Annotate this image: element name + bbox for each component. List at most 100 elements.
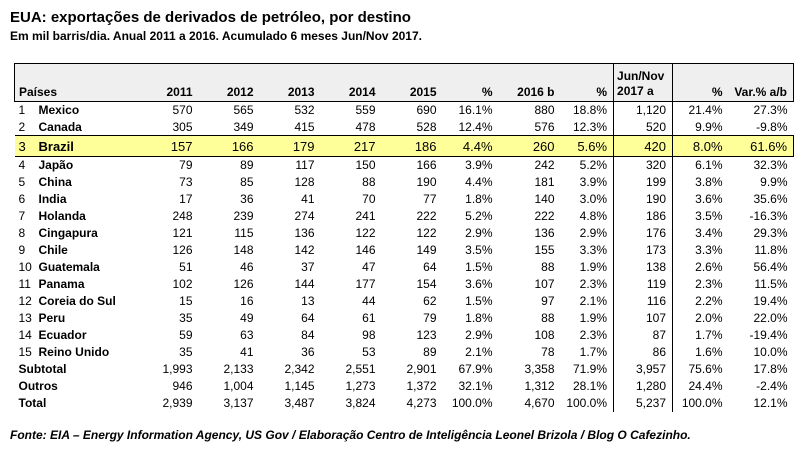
cell-2013: 41	[301, 192, 315, 206]
cell-var-ab: 29.3%	[753, 226, 788, 240]
table-row: 7 Holanda 248 239 274 241 222 5.2% 222 4…	[15, 207, 794, 225]
cell-pct-2015: 4.4%	[442, 135, 499, 157]
row-number: 4	[18, 158, 26, 173]
cell-2015: 2,901	[406, 362, 437, 376]
cell-2011: 305	[172, 119, 193, 134]
cell-pct-2015: 16.1%	[458, 103, 493, 118]
cell-2013: 142	[294, 243, 315, 257]
cell-2011: 15	[179, 294, 193, 308]
header-paises: Países	[13, 63, 137, 102]
header-2013: 2013	[259, 63, 321, 102]
header-pct-2015: %	[442, 63, 499, 102]
cell-junnov-2017a: 186	[613, 207, 674, 225]
header-2014: 2014	[320, 63, 382, 102]
cell-2011: 17	[179, 192, 193, 206]
header-2016b: 2016 b	[498, 63, 561, 102]
cell-2014: 241	[355, 209, 376, 223]
cell-var-ab: -2.4%	[756, 379, 788, 393]
cell-pct-2016: 5.2%	[579, 158, 608, 173]
cell-pct-2015: 1.5%	[465, 294, 493, 308]
cell-2015: 123	[416, 328, 437, 342]
cell-pct-2016: 18.8%	[572, 103, 608, 118]
table-row: 13 Peru 35 49 64 61 79 1.8% 88 1.9% 107 …	[15, 309, 794, 327]
row-number: 10	[18, 260, 32, 274]
header-2011: 2011	[136, 63, 199, 102]
cell-pct-2016: 2.9%	[579, 226, 608, 240]
cell-pct-2016: 28.1%	[572, 379, 608, 393]
cell-pct-2017: 75.6%	[688, 362, 723, 376]
country-name: Reino Unido	[38, 345, 110, 359]
table-row: 8 Cingapura 121 115 136 122 122 2.9% 136…	[15, 224, 794, 242]
row-number: 7	[18, 209, 26, 223]
cell-junnov-2017a: 173	[613, 241, 674, 259]
cell-pct-2015: 67.9%	[458, 362, 493, 376]
cell-var-ab: 12.1%	[753, 396, 788, 410]
cell-2016b: 107	[534, 277, 555, 291]
cell-junnov-2017a: 190	[613, 190, 674, 208]
cell-2014: 2,551	[345, 362, 376, 376]
cell-pct-2015: 1.8%	[465, 311, 493, 325]
exports-table: Países 2011 2012 2013 2014 2015 % 2016 b…	[13, 63, 795, 412]
cell-2012: 63	[240, 328, 254, 342]
cell-2011: 1,993	[162, 362, 193, 376]
cell-2016b: 880	[534, 103, 555, 118]
cell-pct-2016: 3.3%	[579, 243, 608, 257]
cell-2011: 79	[179, 158, 193, 173]
country-name: Ecuador	[38, 328, 87, 342]
row-number: 6	[18, 192, 26, 206]
country-name: Holanda	[38, 209, 86, 223]
cell-pct-2016: 1.9%	[579, 260, 608, 274]
cell-var-ab: 61.6%	[728, 135, 795, 157]
cell-2015: 64	[423, 260, 437, 274]
country-name: Panama	[38, 277, 85, 291]
row-number: 3	[14, 135, 37, 157]
cell-2012: 3,137	[223, 396, 254, 410]
cell-pct-2016: 100.0%	[566, 396, 608, 410]
cell-2015: 89	[423, 345, 437, 359]
cell-2012: 565	[233, 103, 254, 118]
cell-junnov-2017a: 176	[613, 224, 674, 242]
cell-2012: 41	[240, 345, 254, 359]
cell-pct-2017: 21.4%	[688, 103, 723, 118]
cell-2012: 115	[234, 226, 254, 240]
header-var-ab: Var.% a/b	[728, 63, 795, 102]
table-row: 9 Chile 126 148 142 146 149 3.5% 155 3.3…	[15, 241, 794, 259]
cell-2014: 559	[355, 103, 376, 118]
header-pct-2017: %	[672, 63, 729, 102]
table-row: 2 Canada 305 349 415 478 528 12.4% 576 1…	[15, 118, 794, 136]
cell-2012: 85	[240, 175, 254, 189]
cell-2016b: 140	[534, 192, 555, 206]
cell-2015: 149	[416, 243, 437, 257]
table-row: 11 Panama 102 126 144 177 154 3.6% 107 2…	[15, 275, 794, 293]
country-name: Chile	[38, 243, 68, 257]
country-name: Japão	[38, 158, 74, 173]
country-name: Brazil	[36, 135, 137, 157]
cell-2014: 1,273	[345, 379, 376, 393]
cell-pct-2015: 1.5%	[465, 260, 493, 274]
cell-pct-2017: 3.3%	[695, 243, 723, 257]
cell-pct-2015: 32.1%	[458, 379, 493, 393]
cell-junnov-2017a: 87	[613, 326, 674, 344]
cell-pct-2016: 2.3%	[579, 328, 608, 342]
cell-var-ab: 11.5%	[754, 277, 788, 291]
cell-junnov-2017a: 138	[613, 258, 674, 276]
cell-2012: 148	[233, 243, 254, 257]
cell-2014: 44	[362, 294, 376, 308]
cell-2016b: 136	[534, 226, 555, 240]
row-number: 11	[18, 277, 31, 291]
row-number: 1	[18, 103, 26, 118]
cell-2013: 128	[294, 175, 315, 189]
cell-pct-2015: 100.0%	[451, 396, 493, 410]
cell-2012: 16	[240, 294, 254, 308]
cell-pct-2015: 4.4%	[465, 175, 493, 189]
cell-2016b: 108	[534, 328, 555, 342]
header-junnov-2017a: Jun/Nov 2017 a	[613, 63, 674, 102]
cell-pct-2017: 3.4%	[695, 226, 723, 240]
cell-var-ab: 27.3%	[753, 103, 788, 118]
cell-2015: 77	[423, 192, 437, 206]
cell-2016b: 222	[534, 209, 555, 223]
cell-pct-2017: 1.7%	[695, 328, 723, 342]
cell-junnov-2017a: 199	[613, 173, 674, 191]
cell-2013: 37	[301, 260, 315, 274]
cell-pct-2017: 2.3%	[695, 277, 723, 291]
